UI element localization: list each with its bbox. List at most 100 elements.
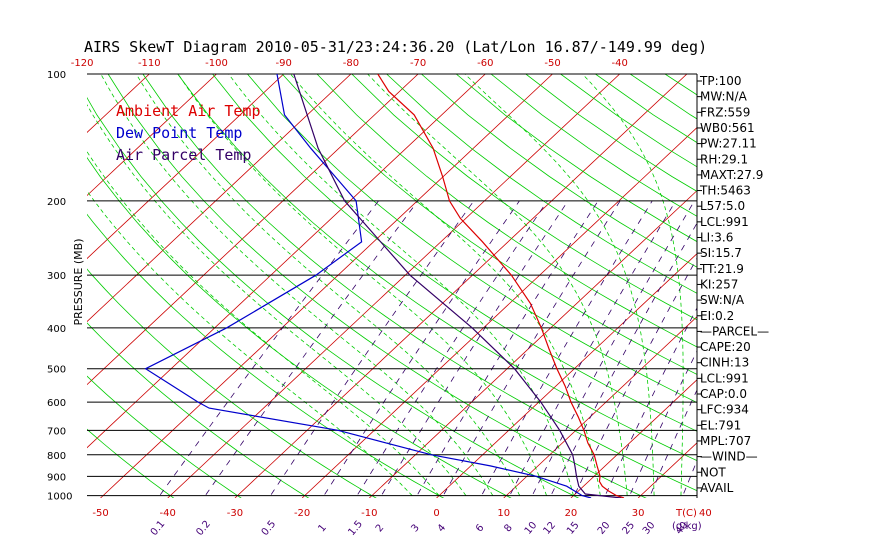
isotherm-line	[87, 74, 284, 260]
top-temp-tick-label: -50	[544, 58, 560, 69]
mixing-ratio-line	[157, 200, 379, 498]
mixing-ratio-line	[530, 200, 695, 498]
isotherm-line	[301, 127, 697, 498]
dry-adiabat	[87, 156, 512, 498]
dry-adiabat	[87, 268, 377, 498]
moist-adiabat	[367, 74, 628, 496]
moist-adiabat	[87, 104, 467, 496]
index-label: LI:3.6	[700, 231, 733, 245]
mixing-ratio-line	[379, 200, 569, 498]
bottom-temp-tick-label: -50	[92, 508, 108, 519]
mixing-ratio-line	[441, 200, 621, 498]
index-label: CAP:0.0	[700, 387, 747, 401]
index-label: EL:791	[700, 418, 741, 432]
y-axis-label: PRESSURE (MB)	[72, 239, 85, 326]
mixing-ratio-tick-label: 3	[409, 522, 422, 534]
isotherm-line	[87, 74, 352, 323]
dew-point-temp-line	[144, 74, 592, 498]
dry-adiabat	[281, 74, 697, 375]
pressure-tick-label: 200	[47, 197, 66, 208]
legend: Ambient Air Temp Dew Point Temp Air Parc…	[116, 102, 261, 164]
mixing-ratio-tick-label: 1.5	[346, 519, 365, 538]
index-label: RH:29.1	[700, 152, 748, 166]
isotherm-line	[87, 74, 217, 197]
mixing-ratio-tick-label: 12	[541, 520, 558, 537]
mixing-ratio-line	[628, 350, 697, 498]
moist-adiabat	[177, 74, 547, 496]
dry-adiabat	[142, 74, 697, 492]
index-label: AVAIL	[700, 481, 734, 495]
isotherm-line	[369, 190, 697, 498]
index-label: PW:27.11	[700, 137, 757, 151]
mixing-ratio-line	[572, 257, 697, 498]
pressure-tick-label: 700	[47, 426, 66, 437]
mixing-ratio-line	[508, 200, 677, 498]
isotherm-line	[570, 379, 697, 498]
mixing-ratio-tick-label: 4	[436, 522, 449, 534]
mixing-ratio-line	[355, 200, 548, 498]
index-label: CINH:13	[700, 356, 749, 370]
bottom-temp-tick-label: -40	[160, 508, 176, 519]
moist-adiabat	[582, 74, 684, 496]
dry-adiabat	[87, 428, 175, 498]
dry-adiabat	[664, 74, 697, 96]
top-temp-tick-label: -80	[343, 58, 359, 69]
index-label: LCL:991	[700, 371, 749, 385]
pressure-tick-label: 400	[47, 324, 66, 335]
index-label: NOT	[700, 465, 726, 479]
index-label: TP:100	[699, 74, 742, 88]
isotherm-line	[840, 74, 870, 498]
moist-adiabat	[228, 74, 574, 496]
dry-adiabat	[107, 74, 647, 498]
mixing-ratio-tick-label: 20	[596, 520, 613, 537]
dry-adiabat	[351, 74, 697, 321]
legend-air-parcel-temp: Air Parcel Temp	[116, 146, 251, 164]
moist-adiabat	[135, 74, 521, 496]
dry-adiabat	[525, 74, 697, 192]
dry-adiabat	[421, 74, 697, 268]
isotherm-line	[0, 74, 82, 498]
bottom-temp-tick-label: -20	[294, 508, 310, 519]
mixing-ratio-tick-label: 15	[565, 520, 582, 537]
top-temp-tick-label: -120	[71, 58, 94, 69]
top-temp-tick-label: -90	[276, 58, 292, 69]
bottom-temp-tick-label: 40	[699, 508, 712, 519]
moist-adiabat	[100, 74, 494, 496]
moist-adiabat	[87, 150, 440, 496]
moist-adiabat	[87, 190, 413, 496]
dry-adiabat	[386, 74, 697, 294]
bottom-temp-tick-label: 30	[632, 508, 645, 519]
pressure-tick-label: 100	[47, 70, 66, 81]
top-temp-tick-label: -70	[410, 58, 426, 69]
isotherm-line	[234, 74, 688, 498]
mixing-ratio-tick-label: 25	[620, 520, 637, 537]
top-temp-tick-label: -40	[612, 58, 628, 69]
index-label: L57:5.0	[700, 199, 745, 213]
top-temp-tick-label: -110	[138, 58, 161, 69]
index-label: —WIND—	[700, 450, 758, 464]
isotherm-line	[87, 74, 419, 386]
isotherm-line	[87, 74, 486, 449]
bottom-temp-tick-label: -30	[227, 508, 243, 519]
dry-adiabat	[87, 322, 310, 498]
index-label: SI:15.7	[700, 246, 742, 260]
bottom-temp-tick-label: 0	[433, 508, 439, 519]
chart-title: AIRS SkewT Diagram 2010-05-31/23:24:36.2…	[84, 38, 707, 56]
mixing-ratio-line	[648, 389, 697, 498]
isotherm-line	[773, 74, 870, 498]
mixing-ratio-tick-label: 10	[523, 520, 540, 537]
mixing-ratio-tick-label: 6	[474, 522, 487, 534]
isotherm-line	[503, 316, 697, 498]
dry-adiabat	[490, 74, 697, 217]
bottom-temp-tick-label: 20	[565, 508, 578, 519]
pressure-lines: 100 200 300 400 500 600 700 800 900 1000	[47, 70, 698, 503]
index-label: —PARCEL—	[700, 324, 769, 338]
mixing-ratio-line	[479, 200, 653, 498]
mixing-ratio-tick-label: 8	[502, 522, 515, 534]
bottom-temp-tick-label: 10	[497, 508, 510, 519]
mixing-ratio-tick-label: 0.5	[260, 519, 279, 538]
dry-adiabat	[87, 213, 445, 498]
x-axis-label: T(C)	[675, 508, 697, 519]
